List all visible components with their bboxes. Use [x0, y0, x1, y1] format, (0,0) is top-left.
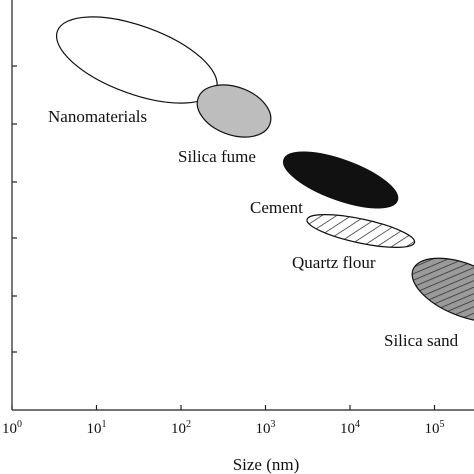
region-cement — [283, 151, 399, 209]
x-tick-label-4: 104 — [340, 419, 360, 437]
x-tick-label-1: 101 — [87, 419, 107, 437]
plot-marks — [55, 16, 474, 323]
x-ticks: 100 101 102 103 104 105 — [2, 405, 445, 437]
label-silica-sand: Silica sand — [384, 331, 459, 350]
region-silica-sand — [411, 257, 474, 323]
label-quartz-flour: Quartz flour — [292, 253, 376, 272]
x-tick-label-2: 102 — [171, 419, 191, 437]
region-silica-fume — [196, 84, 272, 138]
region-quartz-flour — [306, 214, 416, 248]
label-silica-fume: Silica fume — [178, 147, 256, 166]
x-axis-title: Size (nm) — [233, 455, 300, 474]
category-labels: Nanomaterials Silica fume Cement Quartz flo… — [48, 107, 459, 350]
label-cement: Cement — [250, 198, 303, 217]
label-nanomaterials: Nanomaterials — [48, 107, 147, 126]
x-tick-label-3: 103 — [256, 419, 276, 437]
x-tick-label-0: 100 — [2, 419, 22, 437]
x-tick-label-5: 105 — [425, 419, 445, 437]
y-ticks — [12, 65, 17, 353]
